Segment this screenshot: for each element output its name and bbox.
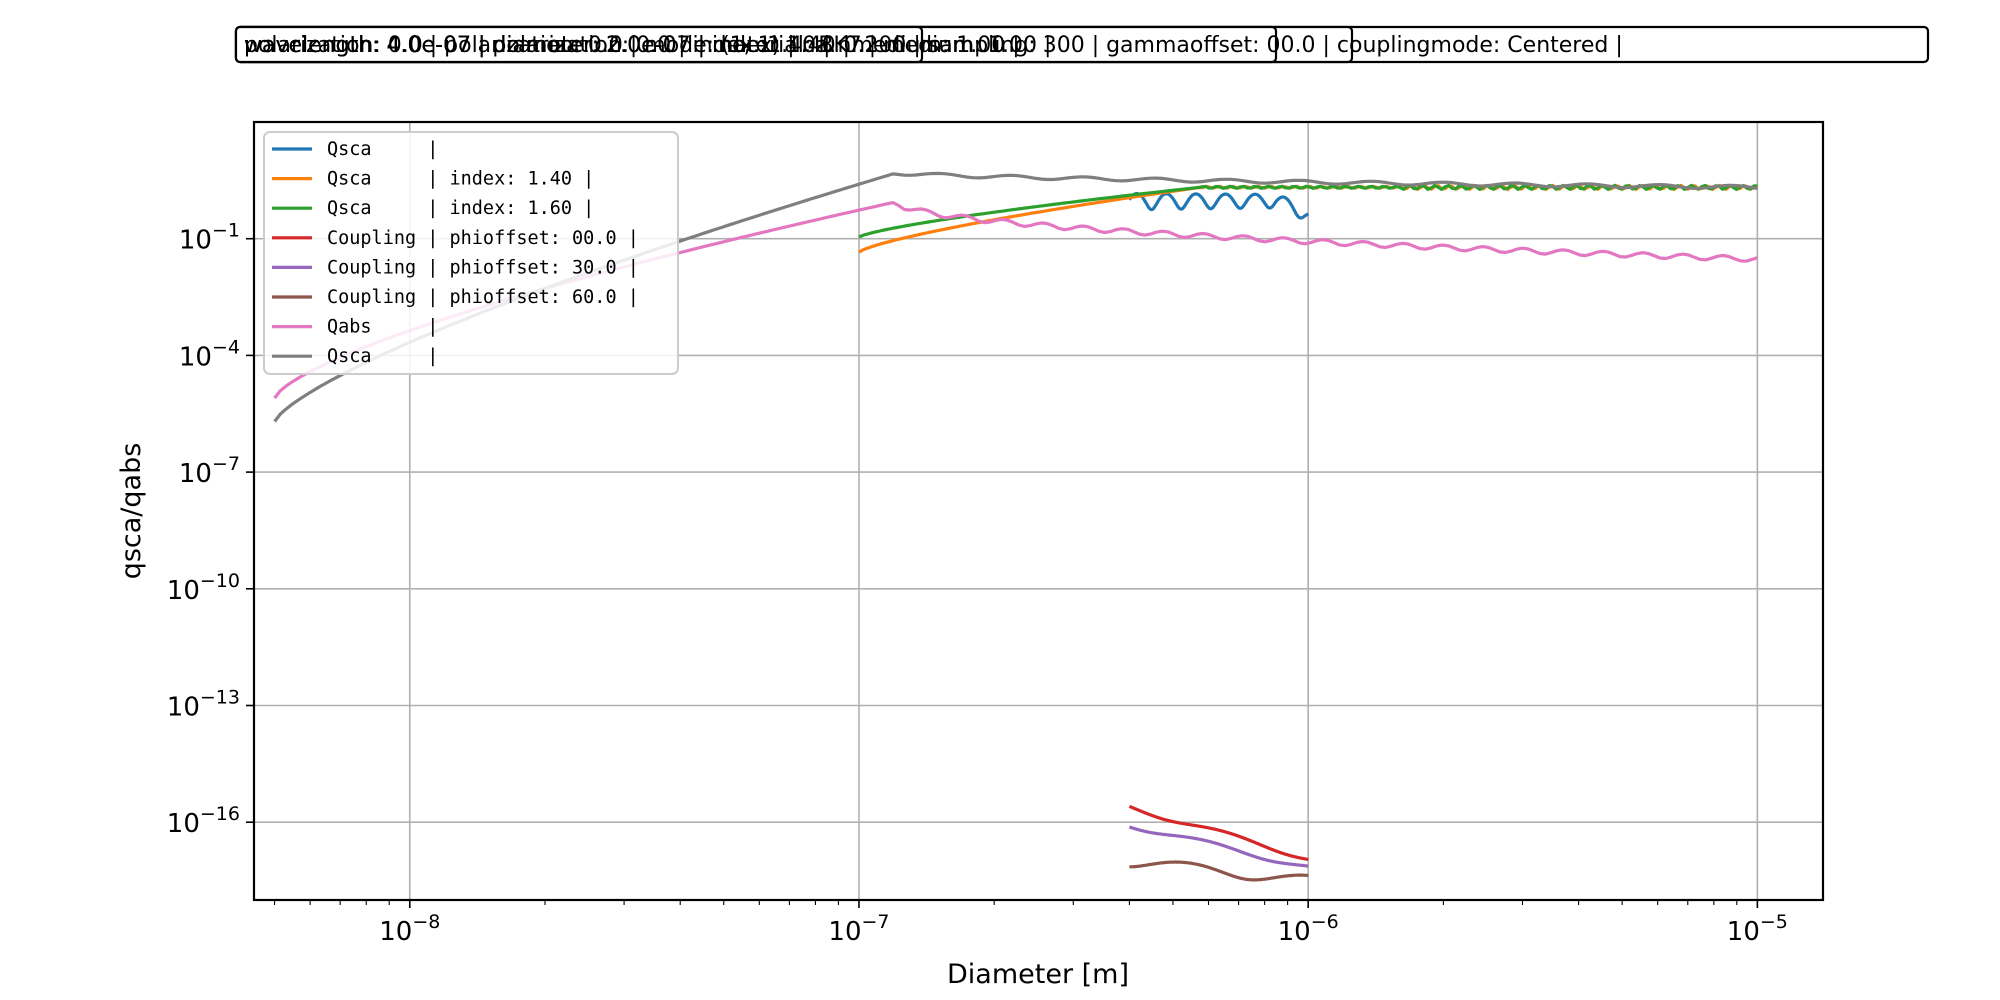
y-tick-label: 10−4	[179, 336, 240, 372]
legend-label: Coupling | phioffset: 30.0 |	[327, 257, 639, 278]
legend: Qsca | Qsca | index: 1.40 | Qsca | index: …	[263, 131, 679, 375]
axis-ticks: 10−8 10−7 10−6 10−5 10−1 10−4 10−7 10−10 10−13 10…	[167, 220, 1788, 947]
title-box-4	[234, 25, 924, 64]
y-tick-label: 10−13	[167, 687, 240, 723]
legend-label: Coupling | phioffset: 60.0 |	[327, 287, 639, 308]
title-text-3: wavelength: 4.0e-07 | polarization: 0.0 …	[244, 33, 1020, 58]
title-text-2: wavelength: 4.0e-07 | diameter: 2.0e-07 …	[244, 33, 1051, 58]
y-tick-label: 10−10	[167, 570, 240, 606]
plot-frame	[252, 120, 1825, 902]
series-line-6	[1128, 860, 1310, 882]
y-axis-label: qsca/qabs	[116, 443, 147, 580]
y-tick-label: 10−1	[179, 220, 240, 256]
series-line-4	[1128, 804, 1310, 861]
title-text-1: polarization: 0.0 | polarization: 0.0 | …	[244, 33, 1623, 58]
x-tick-label: 10−5	[1727, 911, 1788, 947]
series-line-3	[858, 183, 1758, 239]
legend-label: Qsca | index: 1.60 |	[327, 198, 594, 219]
x-tick-label: 10−7	[828, 911, 889, 947]
title-text-4: wavelength: 4.0e-07 | diameter: 2.0e-07 …	[244, 33, 850, 58]
title-boxes: wavelength: 4.0e-07 | diameter: 2.0e-07 …	[234, 25, 1930, 64]
legend-label: Qabs |	[327, 317, 438, 338]
x-tick-label: 10−6	[1278, 911, 1339, 947]
y-tick-label: 10−7	[179, 453, 240, 489]
legend-label: Qsca |	[327, 346, 438, 367]
legend-label: Qsca |	[327, 139, 438, 160]
series-line-5	[1128, 825, 1310, 868]
x-axis-label: Diameter [m]	[947, 959, 1129, 990]
x-tick-label: 10−8	[379, 911, 440, 947]
series-line-1	[1128, 192, 1310, 220]
legend-label: Qsca | index: 1.40 |	[327, 169, 594, 190]
legend-label: Coupling | phioffset: 00.0 |	[327, 228, 639, 249]
y-tick-label: 10−16	[167, 803, 240, 839]
legend-box	[263, 131, 679, 375]
